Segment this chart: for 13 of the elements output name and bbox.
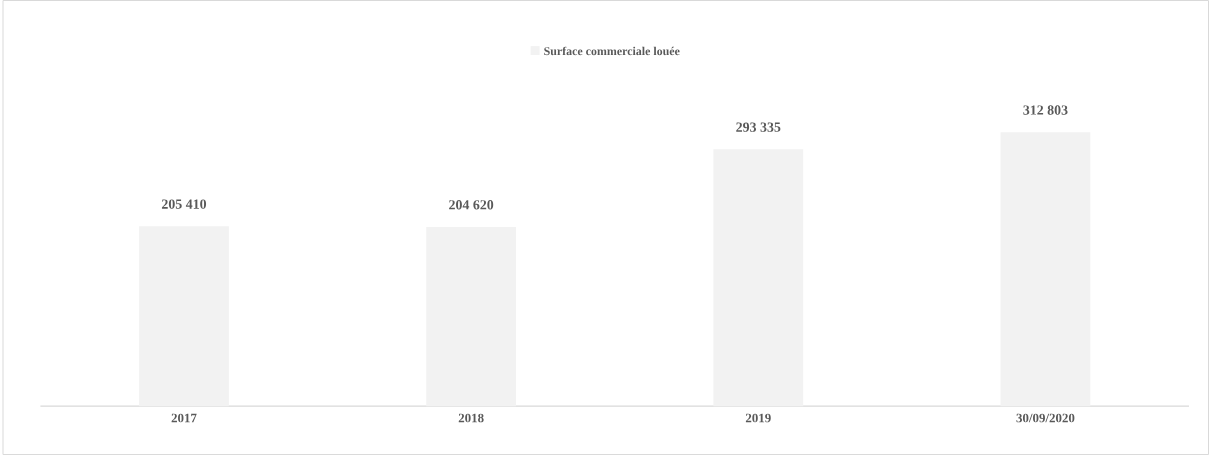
bar xyxy=(139,226,229,407)
data-label: 293 335 xyxy=(736,122,781,132)
bar xyxy=(426,226,517,407)
x-tick-label: 2018 xyxy=(458,413,484,423)
bar xyxy=(1000,132,1091,407)
legend-label: Surface commerciale louée xyxy=(544,46,680,56)
x-tick-label: 30/09/2020 xyxy=(1016,413,1075,423)
x-tick-label: 2017 xyxy=(171,413,197,423)
data-label: 205 410 xyxy=(161,199,207,209)
x-tick-label: 2019 xyxy=(745,413,771,423)
data-label: 204 620 xyxy=(449,200,494,210)
data-label: 312 803 xyxy=(1023,105,1068,115)
bar xyxy=(713,149,804,407)
